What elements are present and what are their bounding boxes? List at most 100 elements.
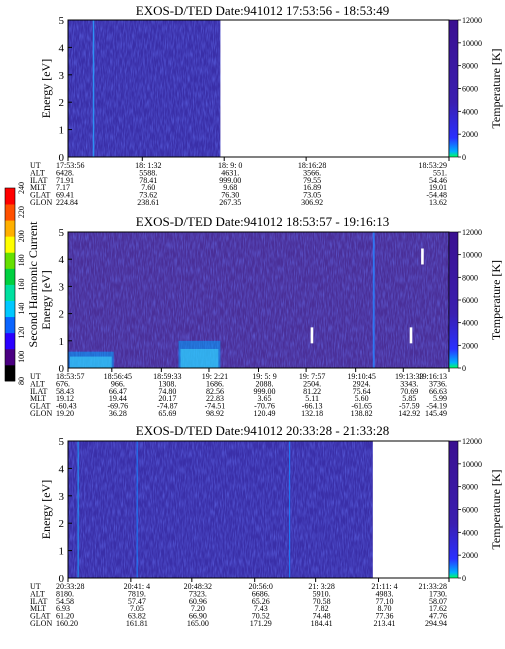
- orbit-value: -60.43: [56, 402, 77, 411]
- y-axis-label: Energy [eV]: [39, 480, 53, 539]
- orbit-value: 2924.: [353, 379, 371, 388]
- panel-title: EXOS-D/TED Date:941012 18:53:57 - 19:16:…: [136, 214, 389, 229]
- orbit-value: 19.12: [56, 394, 74, 403]
- orbit-value: 18:53:29: [419, 161, 447, 170]
- orbit-value: 70.52: [252, 612, 270, 621]
- orbit-value: 7819.: [128, 589, 146, 598]
- orbit-value: 54.58: [56, 597, 74, 606]
- orbit-value: 71.91: [56, 176, 74, 185]
- orbit-value: -69.76: [107, 402, 128, 411]
- orbit-value: 18:59:33: [153, 372, 181, 381]
- low-energy-enhancement-b-core: [180, 348, 219, 368]
- y-tick-label: 2: [59, 518, 65, 530]
- orbit-row-label: GLON: [30, 409, 52, 418]
- orbit-value: 966.: [111, 379, 125, 388]
- orbit-value: 2504.: [303, 379, 321, 388]
- spectrogram-streak-2: [136, 441, 138, 578]
- orbit-value: 20:33:28: [56, 582, 84, 591]
- spectrogram-streak-1: [92, 20, 95, 157]
- y-tick-label: 2: [59, 97, 65, 109]
- orbit-row-label: GLAT: [30, 612, 51, 621]
- orbit-value: 18:53:57: [56, 372, 84, 381]
- orbit-value: 66.90: [189, 612, 207, 621]
- orbit-value: 138.82: [351, 409, 373, 418]
- colorbar-tick-label: 10000: [462, 460, 482, 469]
- orbit-value: 19.44: [109, 394, 127, 403]
- temperature-mark-1: [421, 248, 424, 265]
- scalebar-segment: [5, 252, 15, 269]
- scalebar-segment: [5, 268, 15, 285]
- orbit-row-label: GLAT: [30, 191, 51, 200]
- orbit-value: 7.60: [141, 183, 155, 192]
- orbit-value: 77.10: [376, 597, 394, 606]
- y-tick-label: 3: [59, 281, 65, 293]
- panel-title: EXOS-D/TED Date:941012 20:33:28 - 21:33:…: [136, 423, 389, 438]
- colorbar-tick-label: 10000: [462, 39, 482, 48]
- orbit-value: -54.48: [426, 191, 447, 200]
- orbit-info-table: UTALTILATMLTGLATGLON17:53:566428.71.917.…: [30, 157, 450, 207]
- orbit-value: 65.69: [158, 409, 176, 418]
- orbit-value: -74.51: [205, 402, 226, 411]
- temperature-colorbar: [449, 20, 458, 157]
- orbit-row-label: ILAT: [30, 176, 47, 185]
- y-axis-label: Energy [eV]: [39, 270, 53, 329]
- heatmap-texture: [68, 20, 221, 157]
- orbit-value: -74.87: [157, 402, 178, 411]
- colorbar-tick-label: 8000: [462, 273, 478, 282]
- orbit-value: -66.13: [302, 402, 323, 411]
- orbit-value: 171.29: [250, 619, 272, 628]
- orbit-value: 81.22: [303, 387, 321, 396]
- orbit-value: 74.48: [313, 612, 331, 621]
- orbit-value: 20:56:0: [248, 582, 272, 591]
- orbit-value: 19.20: [56, 409, 74, 418]
- spectrogram-panel-3: EXOS-D/TED Date:941012 20:33:28 - 21:33:…: [30, 423, 503, 628]
- colorbar-tick-label: 2000: [462, 130, 478, 139]
- orbit-value: 13.62: [429, 198, 447, 207]
- second-harmonic-current-scalebar: 80 100 120 140 160 180 200 220 240 Second Harmoni…: [4, 182, 40, 385]
- y-tick-label: 4: [59, 254, 65, 266]
- orbit-value: 676.: [56, 379, 70, 388]
- scalebar-segment: [5, 364, 15, 382]
- colorbar-tick-label: 2000: [462, 551, 478, 560]
- orbit-value: 17.62: [429, 604, 447, 613]
- orbit-value: 5.99: [433, 394, 447, 403]
- orbit-value: 5.60: [355, 394, 369, 403]
- temperature-colorbar: [449, 441, 458, 578]
- spectrogram-streak-1: [372, 232, 375, 368]
- y-tick-label: 3: [59, 491, 65, 503]
- scalebar-segment: [5, 332, 15, 350]
- colorbar-tick-label: 12000: [462, 16, 482, 25]
- orbit-value: 4631.: [221, 168, 239, 177]
- orbit-value: 294.94: [425, 619, 447, 628]
- orbit-value: 8180.: [56, 589, 74, 598]
- y-tick-label: 0: [59, 573, 65, 585]
- scalebar-tick-label: 180: [17, 254, 26, 266]
- orbit-value: 19:16:13: [419, 372, 447, 381]
- orbit-row-label: MLT: [30, 183, 46, 192]
- scalebar-tick-label: 120: [17, 327, 26, 339]
- orbit-value: 47.76: [429, 612, 447, 621]
- temperature-mark-3: [409, 327, 413, 344]
- orbit-value: 238.61: [137, 198, 159, 207]
- scalebar-segment: [5, 284, 15, 301]
- orbit-value: 267.35: [219, 198, 241, 207]
- orbit-value: 98.92: [206, 409, 224, 418]
- colorbar-tick-label: 6000: [462, 296, 478, 305]
- spectrogram-streak-3: [288, 441, 291, 578]
- orbit-value: 19: 5: 9: [252, 372, 276, 381]
- orbit-value: 5588.: [139, 168, 157, 177]
- orbit-value: 999.00: [254, 387, 276, 396]
- orbit-value: 5.11: [305, 394, 319, 403]
- orbit-value: 73.05: [303, 191, 321, 200]
- scalebar-segment: [5, 188, 15, 205]
- orbit-row-label: GLAT: [30, 402, 51, 411]
- orbit-value: 7.05: [130, 604, 144, 613]
- colorbar-label: Temperature [K]: [489, 469, 503, 549]
- scalebar-segment: [5, 204, 15, 221]
- orbit-value: 19:10:45: [347, 372, 375, 381]
- colorbar-tick-label: 8000: [462, 62, 478, 71]
- orbit-value: 4983.: [376, 589, 394, 598]
- orbit-value: 16.89: [303, 183, 321, 192]
- scalebar-segment: [5, 316, 15, 334]
- orbit-value: 66.63: [429, 387, 447, 396]
